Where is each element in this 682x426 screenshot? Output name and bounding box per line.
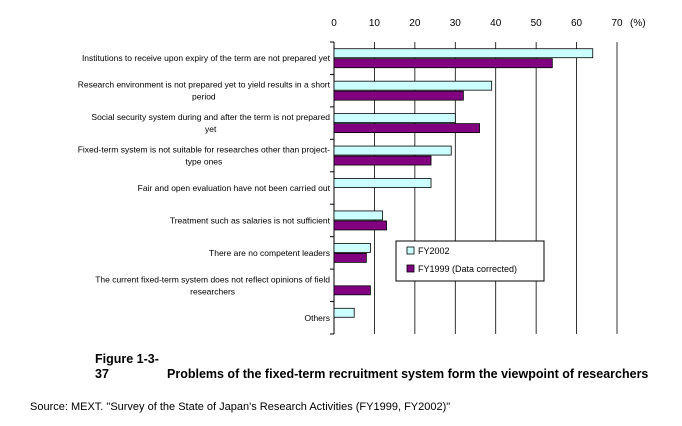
x-tick-label: 30 — [450, 18, 462, 29]
x-tick-label: 60 — [571, 18, 583, 29]
x-tick-label: 10 — [369, 18, 381, 29]
bars — [333, 48, 594, 318]
category-label: Fixed-term system is not suitable for re… — [78, 145, 330, 167]
bar-fy2002 — [333, 113, 456, 124]
category-label: Institutions to receive upon expiry of t… — [82, 53, 331, 63]
bar-fy2002 — [333, 307, 355, 318]
legend: FY2002 FY1999 (Data corrected) — [395, 240, 545, 282]
bar-fy1999-data-corrected- — [333, 220, 387, 231]
bar-fy2002 — [333, 145, 452, 156]
bar-fy1999-data-corrected- — [333, 90, 464, 101]
x-tick-labels: 0 10 20 30 40 50 60 70 (%) — [331, 18, 645, 29]
legend-swatch — [406, 246, 415, 255]
bar-fy2002 — [333, 242, 371, 253]
bar-fy1999-data-corrected- — [333, 123, 480, 134]
bar-fy2002 — [333, 210, 383, 221]
figure-caption: Figure 1-3-37 Problems of the fixed-term … — [95, 352, 655, 382]
legend-swatch — [406, 264, 415, 273]
x-tick-label: 0 — [331, 18, 337, 29]
x-tick-label: 20 — [409, 18, 421, 29]
x-unit-label: (%) — [630, 18, 646, 29]
x-tick-label: 50 — [531, 18, 543, 29]
category-label: Treatment such as salaries is not suffic… — [170, 215, 331, 225]
source-note: Source: MEXT. "Survey of the State of Ja… — [30, 401, 451, 413]
legend-label: FY2002 — [418, 246, 450, 256]
gridlines — [374, 42, 618, 334]
x-tick-label: 40 — [490, 18, 502, 29]
category-label: Others — [304, 313, 330, 323]
bar-fy1999-data-corrected- — [333, 58, 553, 69]
legend-label: FY1999 (Data corrected) — [418, 264, 517, 274]
figure-number: Figure 1-3-37 — [95, 352, 159, 381]
category-label: There are no competent leaders — [209, 248, 330, 258]
bar-fy1999-data-corrected- — [333, 285, 371, 296]
category-labels: Institutions to receive upon expiry of t… — [78, 53, 331, 323]
category-label: The current fixed-term system does not r… — [95, 274, 330, 296]
figure-title: Problems of the fixed-term recruitment s… — [167, 367, 649, 381]
bar-fy2002 — [333, 178, 432, 188]
x-tick-label: 70 — [611, 18, 623, 29]
bar-chart: 0 10 20 30 40 50 60 70 (%) Institutions to recei… — [78, 18, 646, 335]
bar-fy1999-data-corrected- — [333, 155, 432, 166]
axes — [330, 41, 335, 335]
bar-fy2002 — [333, 48, 594, 59]
bar-fy1999-data-corrected- — [333, 252, 367, 263]
legend-box — [395, 240, 545, 282]
category-label: Fair and open evaluation have not been c… — [138, 183, 331, 193]
category-label: Research environment is not prepared yet… — [78, 80, 331, 102]
category-label: Social security system during and after … — [91, 112, 330, 134]
bar-fy2002 — [333, 80, 493, 91]
